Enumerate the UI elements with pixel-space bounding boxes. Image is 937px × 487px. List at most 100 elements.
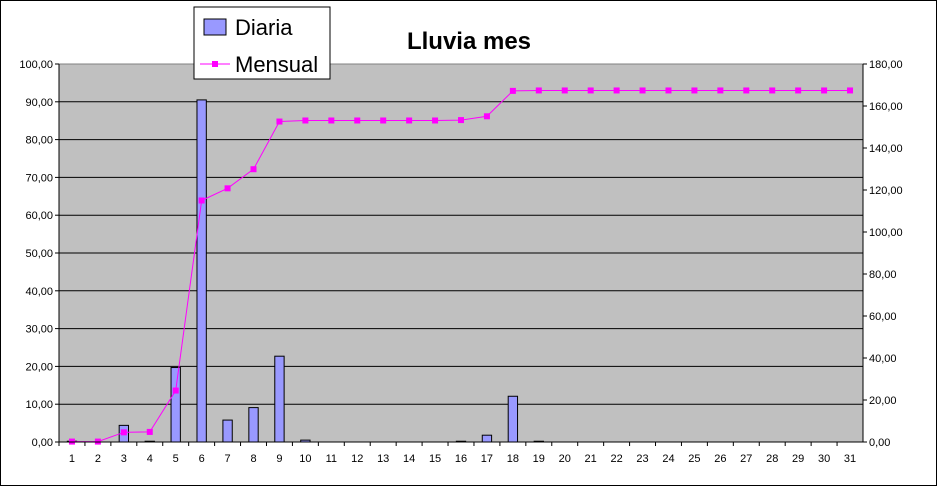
right-tick-label: 100,00 [869,227,903,239]
line-point [769,87,776,94]
x-tick-label: 1 [69,453,75,465]
x-tick-label: 17 [481,453,493,465]
left-tick-label: 90,00 [25,97,53,109]
right-tick-label: 40,00 [869,353,897,365]
x-tick-label: 13 [377,453,389,465]
left-tick-label: 60,00 [25,210,53,222]
x-tick-label: 22 [610,453,622,465]
line-point [639,87,646,94]
x-tick-label: 9 [276,453,282,465]
line-point [691,87,698,94]
x-tick-label: 3 [121,453,127,465]
line-point [795,87,802,94]
x-tick-label: 25 [688,453,700,465]
x-tick-label: 31 [844,453,856,465]
line-series-mensual [68,87,854,445]
x-tick-label: 8 [250,453,256,465]
x-tick-label: 10 [299,453,311,465]
left-tick-label: 20,00 [25,361,53,373]
line-point [380,117,387,124]
left-tick-label: 80,00 [25,135,53,147]
line-point [146,428,153,435]
left-axis-ticks: 0,00 10,00 20,00 30,00 40,00 50,00 60,00 70,00 8… [19,59,59,449]
line-point [665,87,672,94]
line-point [120,429,127,436]
x-tick-label: 19 [533,453,545,465]
x-tick-label: 24 [662,453,674,465]
bar [481,434,493,443]
line-point [432,117,439,124]
right-tick-label: 140,00 [869,143,903,155]
x-tick-label: 4 [147,453,153,465]
line-point [613,87,620,94]
bar [222,419,233,443]
x-tick-label: 11 [326,453,337,465]
x-tick-label: 2 [95,453,101,465]
x-tick-label: 14 [403,453,415,465]
legend-swatch-mensual-marker [212,61,218,67]
bar [196,99,207,443]
x-tick-label: 16 [455,453,467,465]
x-tick-label: 21 [585,453,597,465]
x-tick-label: 29 [792,453,804,465]
x-axis-ticks: 1 2 3 4 5 6 7 8 9 10 11 12 13 14 15 16 17 18 19 20 21 22 23 24 2… [58,442,856,465]
right-tick-label: 120,00 [869,185,903,197]
left-tick-label: 40,00 [25,286,53,298]
left-tick-label: 50,00 [25,248,53,260]
x-tick-label: 28 [766,453,778,465]
left-tick-label: 70,00 [25,172,53,184]
line-point [276,118,283,125]
right-tick-label: 80,00 [869,269,897,281]
legend-label-mensual: Mensual [235,52,318,77]
line-point [743,87,750,94]
line-point [717,87,724,94]
line-point [535,87,542,94]
bar [170,367,181,443]
right-axis-ticks: 0,00 20,00 40,00 60,00 80,00 100,00 120,00 140,… [863,59,903,449]
line-point [483,113,490,120]
left-tick-label: 10,00 [25,399,53,411]
bar [274,355,285,443]
right-tick-label: 0,00 [869,437,890,449]
left-tick-label: 30,00 [25,324,53,336]
line-point [198,197,205,204]
line-point [406,117,413,124]
x-tick-label: 30 [818,453,830,465]
left-tick-label: 0,00 [32,437,53,449]
x-tick-label: 5 [173,453,179,465]
line-point [509,87,516,94]
legend-swatch-diaria [203,18,227,36]
x-tick-label: 15 [429,453,441,465]
x-tick-label: 7 [225,453,231,465]
left-tick-label: 100,00 [19,59,53,71]
line-point [821,87,828,94]
bar [248,407,259,443]
right-tick-label: 180,00 [869,59,903,71]
line-point [561,87,568,94]
line-point [587,87,594,94]
line-point [302,117,309,124]
right-tick-label: 160,00 [869,101,903,113]
bar [507,395,519,443]
chart-title: Lluvia mes [407,28,531,55]
line-point [224,185,231,192]
x-tick-label: 23 [636,453,648,465]
line-point [847,87,854,94]
line-point [354,117,361,124]
legend: Diaria Mensual [193,6,331,80]
line-point [328,117,335,124]
x-tick-label: 18 [507,453,519,465]
x-tick-label: 26 [714,453,726,465]
line-point [250,166,257,173]
x-tick-label: 6 [199,453,205,465]
right-tick-label: 20,00 [869,395,897,407]
line-point [172,387,179,394]
x-tick-label: 20 [559,453,571,465]
line-point [458,117,464,124]
legend-label-diaria: Diaria [235,15,293,40]
x-tick-label: 27 [740,453,752,465]
right-tick-label: 60,00 [869,311,897,323]
x-tick-label: 12 [351,453,363,465]
